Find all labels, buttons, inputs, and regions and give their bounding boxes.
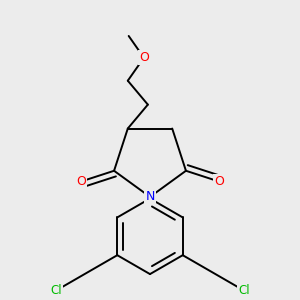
Text: N: N — [145, 190, 155, 203]
Text: O: O — [139, 51, 149, 64]
Text: Cl: Cl — [238, 284, 250, 297]
Text: O: O — [76, 175, 86, 188]
Text: Cl: Cl — [50, 284, 62, 297]
Text: O: O — [214, 175, 224, 188]
